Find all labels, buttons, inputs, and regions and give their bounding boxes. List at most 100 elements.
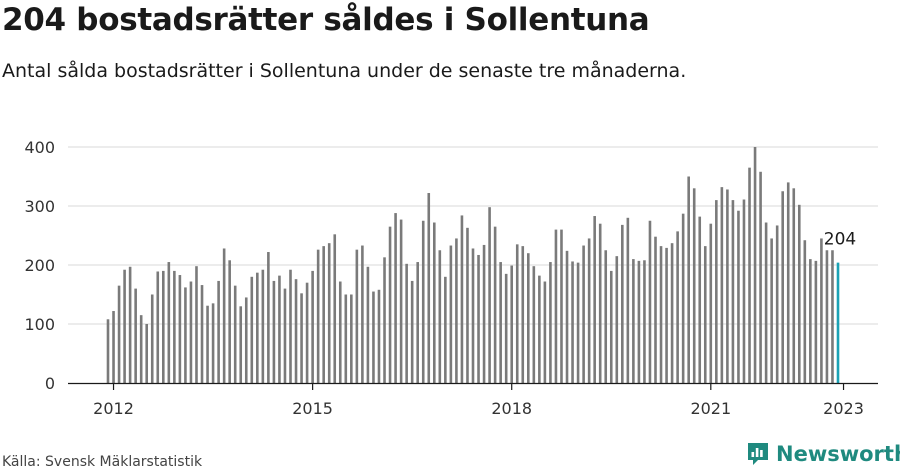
bar (272, 280, 276, 383)
brand-logo[interactable]: Newsworthy (746, 441, 900, 467)
bar (670, 243, 674, 383)
bar (748, 167, 751, 383)
bar (432, 222, 436, 383)
bar (687, 176, 690, 383)
bar (167, 262, 171, 383)
bar (698, 216, 702, 383)
bar (134, 288, 137, 383)
bar (444, 276, 447, 383)
bar (709, 223, 713, 383)
bar (333, 234, 337, 383)
bar (267, 252, 270, 383)
bar (438, 250, 442, 383)
bar (770, 238, 773, 383)
bar (609, 270, 613, 383)
bar (173, 270, 176, 383)
bar (283, 288, 287, 383)
bar (256, 272, 259, 383)
bar (781, 191, 784, 383)
bar (488, 207, 491, 383)
bar (665, 247, 668, 383)
bar (455, 238, 458, 383)
bar (654, 236, 657, 383)
bar (742, 199, 746, 383)
bar (753, 147, 757, 383)
bar (211, 303, 215, 383)
bar (681, 213, 685, 383)
bar (786, 182, 790, 383)
bar (316, 249, 320, 383)
bar (560, 229, 563, 383)
y-tick-label: 100 (24, 315, 55, 334)
bar (565, 250, 569, 383)
y-tick-label: 400 (24, 138, 55, 157)
bar (239, 306, 243, 383)
bar (659, 246, 663, 383)
brand-name: Newsworthy (776, 442, 900, 466)
bar (797, 204, 801, 383)
bar (521, 246, 525, 383)
bar (643, 260, 646, 383)
bar (554, 229, 558, 383)
bar (626, 217, 630, 383)
bar (145, 324, 149, 383)
bar (466, 227, 469, 383)
bar (482, 244, 486, 383)
bar (543, 281, 547, 383)
bar (598, 223, 602, 383)
source-note: Källa: Svensk Mäklarstatistik (2, 454, 203, 470)
bar (305, 282, 309, 383)
bar (726, 189, 729, 383)
bar (261, 269, 265, 383)
bar (117, 285, 121, 383)
bar (372, 291, 375, 383)
bar (460, 215, 464, 383)
bar (350, 294, 353, 383)
bar (515, 244, 519, 383)
x-tick-label: 2015 (292, 399, 333, 418)
y-tick-label: 0 (45, 374, 55, 393)
bar (222, 248, 226, 383)
bar (195, 266, 198, 383)
bar (410, 280, 414, 383)
x-tick-label: 2021 (690, 399, 731, 418)
bar (582, 245, 585, 383)
bar (538, 275, 541, 383)
bar (156, 271, 160, 383)
bar (377, 289, 381, 383)
bar (493, 226, 497, 383)
bar (571, 261, 574, 383)
bar (532, 266, 536, 383)
bar (344, 294, 348, 383)
bar (731, 200, 735, 383)
bar (200, 285, 204, 383)
bar (206, 305, 209, 383)
bar (471, 248, 475, 383)
bar (217, 280, 220, 383)
bar (692, 188, 696, 383)
bar (803, 240, 807, 383)
bar (106, 319, 110, 383)
bar (587, 238, 591, 383)
y-tick-label: 200 (24, 256, 55, 275)
bar (720, 187, 724, 383)
bar (300, 293, 303, 383)
bar (311, 270, 314, 383)
chart-title: 204 bostadsrätter såldes i Sollentuna (2, 2, 650, 38)
bar (615, 256, 619, 383)
bar (388, 226, 392, 383)
bar (366, 266, 370, 383)
bar (338, 281, 342, 383)
bar (715, 200, 718, 383)
bar (361, 245, 364, 383)
bar (510, 265, 514, 383)
bar (416, 262, 419, 383)
bar (593, 216, 596, 383)
bar-highlight (836, 262, 840, 383)
annotation-halo: 204 (824, 230, 856, 250)
bar (809, 259, 812, 383)
bar (477, 254, 480, 383)
bar (405, 263, 408, 383)
bar (383, 257, 386, 383)
bar (764, 222, 768, 383)
